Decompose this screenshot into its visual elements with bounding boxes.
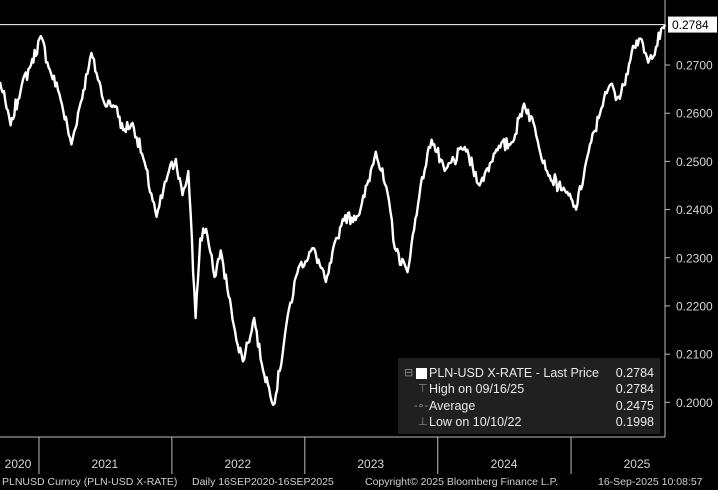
y-tick-label: 0.2200 [676, 299, 713, 313]
footer: PLNUSD Curncy (PLN-USD X-RATE) Daily 16S… [0, 474, 718, 490]
x-tick-label: 2021 [92, 457, 119, 471]
y-tick-label: 0.2300 [676, 251, 713, 265]
last-price-tag [668, 16, 717, 33]
y-tick-label: 0.2400 [676, 203, 713, 217]
legend-low-label: Low on 10/10/22 [429, 415, 522, 429]
legend-average-label: Average [429, 399, 476, 413]
legend-high-label: High on 09/16/25 [429, 382, 525, 396]
price-series-line [0, 24, 667, 407]
low-marker-icon: ⊥ [418, 416, 428, 428]
y-tick-label: 0.2000 [676, 396, 713, 410]
high-marker-icon: ⊤ [418, 383, 428, 395]
plot-area [0, 24, 667, 407]
legend: ⊟ PLN-USD X-RATE - Last Price 0.2784 ⊤ H… [398, 358, 660, 434]
legend-low-value: 0.1998 [615, 415, 654, 429]
legend-title-value: 0.2784 [615, 366, 654, 380]
chart-area: 2020 2021 2022 2023 2024 2025 0.20000.21000.2… [0, 0, 717, 474]
average-marker-icon: -∘- [414, 400, 429, 412]
y-tick-label: 0.2600 [676, 107, 713, 121]
y-tick-label: 0.2100 [676, 348, 713, 362]
series-swatch [416, 368, 427, 379]
y-tick-label: 0.2500 [676, 155, 713, 169]
footer-copyright: Copyright© 2025 Bloomberg Finance L.P. [365, 476, 559, 488]
footer-period: Daily 16SEP2020-16SEP2025 [192, 476, 334, 488]
x-tick-label: 2025 [624, 457, 651, 471]
collapse-icon[interactable]: ⊟ [404, 367, 414, 379]
x-tick-label: 2022 [224, 457, 251, 471]
legend-average-value: 0.2475 [615, 399, 654, 413]
x-axis: 2020 2021 2022 2023 2024 2025 [0, 436, 665, 474]
y-axis: 0.2000 0.2100 0.2200 0.2300 0.2400 0.2500 0.26… [664, 0, 717, 437]
legend-title: PLN-USD X-RATE - Last Price [429, 366, 599, 380]
footer-timestamp: 16-Sep-2025 10:08:57 [598, 476, 703, 488]
x-tick-label: 2023 [357, 457, 384, 471]
x-tick-label: 2024 [491, 457, 518, 471]
legend-high-value: 0.2784 [615, 382, 654, 396]
y-tick-label: 0.2700 [676, 59, 713, 73]
x-tick-label: 2020 [5, 457, 32, 471]
last-price-tag-label: 0.2784 [672, 18, 709, 32]
footer-ticker: PLNUSD Curncy (PLN-USD X-RATE) [2, 476, 178, 488]
